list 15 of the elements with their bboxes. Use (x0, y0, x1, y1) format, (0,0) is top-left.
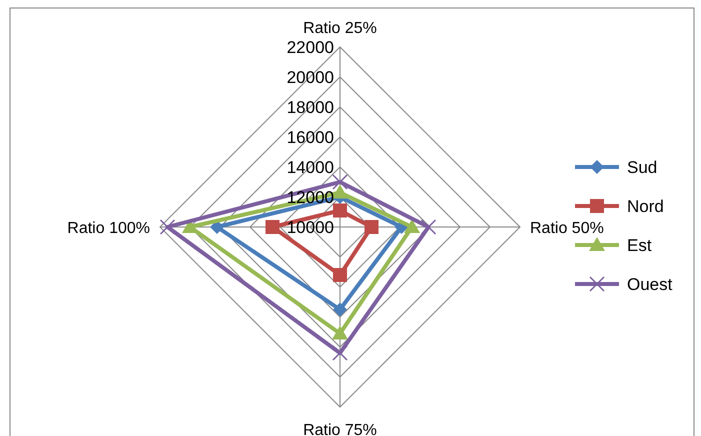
y-tick-label: 22000 (286, 38, 334, 57)
legend-label: Ouest (627, 275, 673, 294)
y-tick-label: 10000 (286, 218, 334, 237)
y-tick-label: 16000 (286, 128, 334, 147)
y-tick-label: 14000 (286, 158, 334, 177)
legend-label: Est (627, 236, 652, 255)
spoke-label: Ratio 75% (303, 422, 377, 436)
y-tick-label: 12000 (286, 188, 334, 207)
spoke-label: Ratio 25% (303, 20, 377, 37)
y-tick-label: 20000 (286, 68, 334, 87)
legend-label: Nord (627, 197, 664, 216)
spoke-label: Ratio 100% (67, 220, 150, 237)
legend-label: Sud (627, 158, 658, 177)
y-tick-label: 18000 (286, 98, 334, 117)
spoke-label: Ratio 50% (530, 220, 604, 237)
